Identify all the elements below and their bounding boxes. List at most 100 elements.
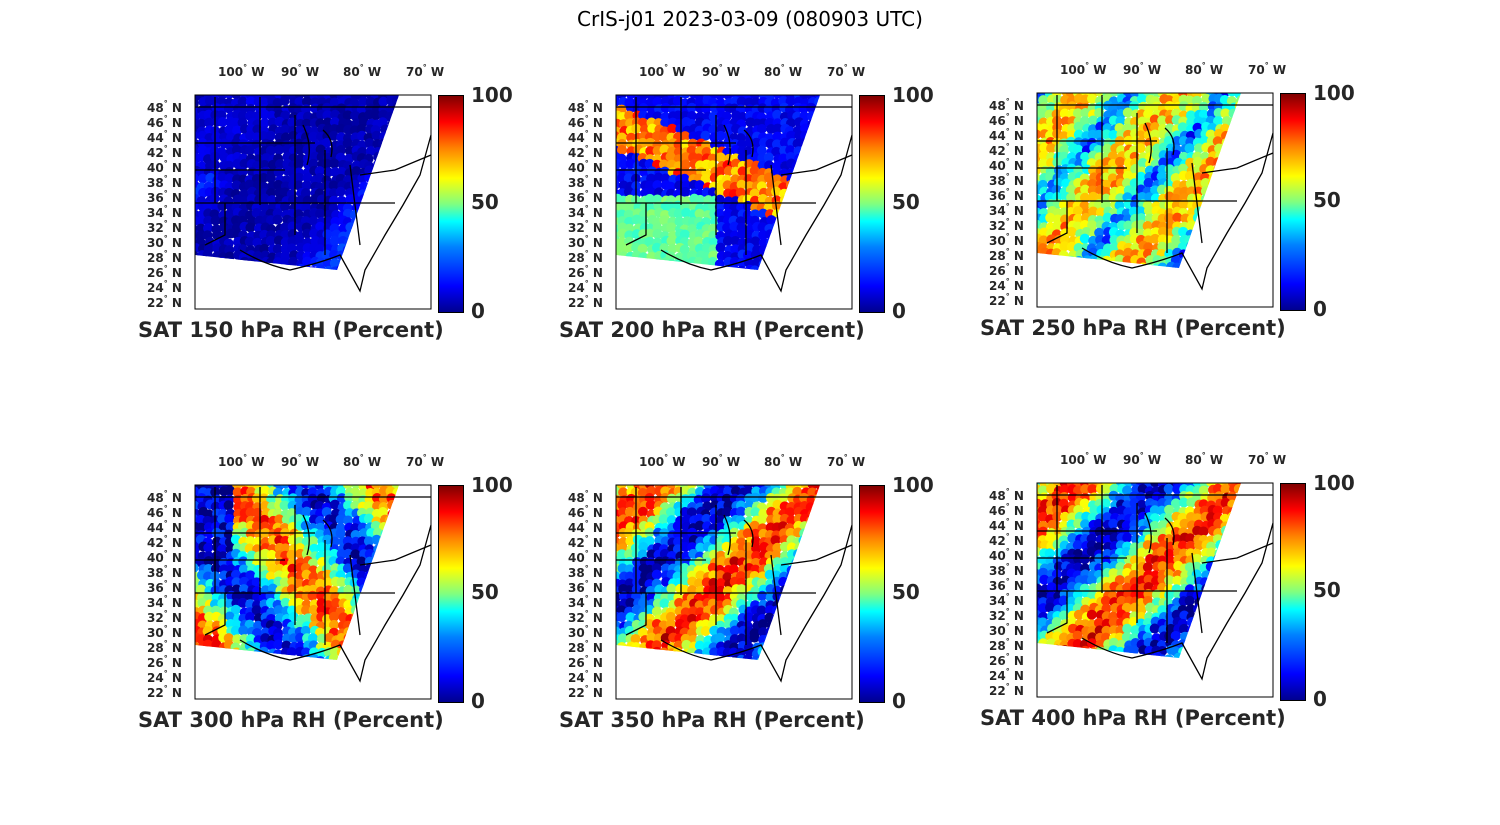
panel-title: SAT 350 hPa RH (Percent) — [559, 708, 865, 732]
lat-label: 30° N — [568, 624, 603, 640]
colorbar-tick-label: 100 — [471, 473, 513, 497]
lat-label: 26° N — [989, 652, 1024, 668]
lat-label: 36° N — [989, 187, 1024, 203]
map-frame — [194, 94, 432, 310]
lat-label: 22° N — [989, 682, 1024, 698]
lat-label: 26° N — [147, 654, 182, 670]
lat-label: 30° N — [989, 232, 1024, 248]
lat-label: 42° N — [989, 142, 1024, 158]
lon-label: 90° W — [281, 453, 320, 469]
lat-label: 24° N — [989, 277, 1024, 293]
lat-label: 22° N — [147, 684, 182, 700]
lat-label: 38° N — [568, 174, 603, 190]
panel-300hpa: 100° W 90° W 80° W 70° W 48° N 46° N 44° N 42° … — [138, 448, 558, 808]
lat-label: 22° N — [568, 294, 603, 310]
colorbar — [438, 95, 464, 313]
lon-label: 80° W — [764, 453, 803, 469]
lat-label: 42° N — [147, 144, 182, 160]
rh-swath — [195, 485, 399, 660]
colorbar — [859, 95, 885, 313]
rh-swath — [1037, 483, 1241, 658]
panel-title: SAT 300 hPa RH (Percent) — [138, 708, 444, 732]
rh-swath — [616, 95, 820, 270]
colorbar-tick-label: 50 — [471, 580, 499, 604]
state-boundaries — [616, 487, 853, 683]
colorbar-tick-label: 100 — [892, 83, 934, 107]
colorbar-tick-label: 100 — [471, 83, 513, 107]
lat-label: 48° N — [568, 99, 603, 115]
lat-label: 32° N — [989, 217, 1024, 233]
lat-label: 30° N — [989, 622, 1024, 638]
lat-label: 26° N — [989, 262, 1024, 278]
lon-label: 90° W — [702, 63, 741, 79]
colorbar-tick-label: 0 — [892, 299, 906, 323]
panel-350hpa: 100° W 90° W 80° W 70° W 48° N 46° N 44° N 42° … — [559, 448, 979, 808]
state-boundaries — [1037, 95, 1274, 291]
lat-label: 38° N — [989, 172, 1024, 188]
panel-150hpa: 100° W 90° W 80° W 70° W 48° N 46° N 44° N 42° … — [138, 58, 558, 418]
lat-label: 48° N — [568, 489, 603, 505]
lat-label: 44° N — [147, 129, 182, 145]
colorbar — [859, 485, 885, 703]
lon-label: 70° W — [1248, 451, 1287, 467]
lat-label: 42° N — [568, 534, 603, 550]
lat-label: 30° N — [147, 234, 182, 250]
panel-title: SAT 250 hPa RH (Percent) — [980, 316, 1286, 340]
lat-label: 28° N — [568, 639, 603, 655]
lon-label: 80° W — [343, 453, 382, 469]
colorbar-tick-label: 50 — [892, 580, 920, 604]
panel-250hpa: 100° W 90° W 80° W 70° W 48° N 46° N 44° N 42° … — [980, 56, 1400, 416]
colorbar-tick-label: 0 — [471, 299, 485, 323]
colorbar-tick-label: 0 — [892, 689, 906, 713]
map-frame — [1036, 482, 1274, 698]
lat-label: 42° N — [147, 534, 182, 550]
colorbar-tick-label: 0 — [1313, 297, 1327, 321]
lon-label: 100° W — [218, 63, 265, 79]
colorbar-tick-label: 100 — [892, 473, 934, 497]
lon-label: 90° W — [1123, 451, 1162, 467]
lat-label: 34° N — [989, 592, 1024, 608]
lat-label: 40° N — [147, 159, 182, 175]
colorbar-tick-label: 50 — [892, 190, 920, 214]
lat-label: 32° N — [147, 609, 182, 625]
lat-label: 40° N — [147, 549, 182, 565]
lat-label: 34° N — [568, 594, 603, 610]
colorbar-tick-label: 100 — [1313, 471, 1355, 495]
lat-label: 38° N — [989, 562, 1024, 578]
lat-label: 28° N — [989, 637, 1024, 653]
lat-label: 22° N — [147, 294, 182, 310]
lat-label: 30° N — [147, 624, 182, 640]
panel-title: SAT 400 hPa RH (Percent) — [980, 706, 1286, 730]
lat-label: 44° N — [568, 129, 603, 145]
lat-label: 46° N — [568, 114, 603, 130]
lon-label: 70° W — [1248, 61, 1287, 77]
map-area — [194, 94, 432, 310]
lat-label: 44° N — [989, 127, 1024, 143]
lat-label: 48° N — [147, 489, 182, 505]
map-area — [194, 484, 432, 700]
lat-label: 34° N — [147, 204, 182, 220]
panel-400hpa: 100° W 90° W 80° W 70° W 48° N 46° N 44° N 42° … — [980, 446, 1400, 806]
lat-label: 42° N — [989, 532, 1024, 548]
lat-label: 32° N — [989, 607, 1024, 623]
lat-label: 46° N — [147, 504, 182, 520]
colorbar-tick-label: 0 — [471, 689, 485, 713]
state-boundaries — [195, 487, 432, 683]
map-area — [615, 94, 853, 310]
lat-label: 40° N — [568, 549, 603, 565]
lon-label: 70° W — [406, 63, 445, 79]
lat-label: 22° N — [989, 292, 1024, 308]
colorbar — [438, 485, 464, 703]
colorbar-tick-label: 50 — [1313, 188, 1341, 212]
map-area — [615, 484, 853, 700]
lat-label: 28° N — [147, 639, 182, 655]
lon-label: 100° W — [218, 453, 265, 469]
lon-label: 80° W — [1185, 61, 1224, 77]
lat-label: 40° N — [568, 159, 603, 175]
lon-label: 100° W — [1060, 451, 1107, 467]
lat-label: 28° N — [147, 249, 182, 265]
lon-label: 70° W — [827, 453, 866, 469]
lat-label: 46° N — [989, 112, 1024, 128]
lat-label: 32° N — [568, 219, 603, 235]
lon-label: 90° W — [281, 63, 320, 79]
